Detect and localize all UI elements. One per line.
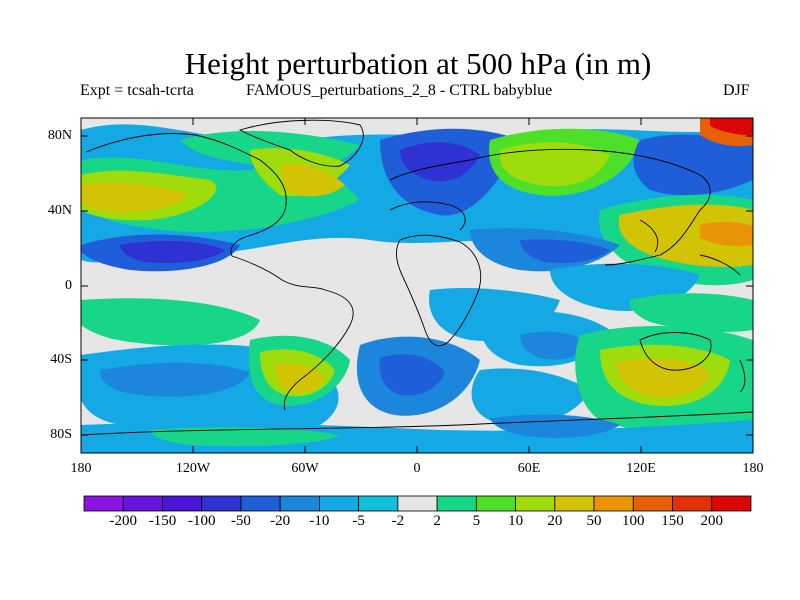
colorbar-swatch: [593, 495, 634, 512]
colorbar-tick-label: 5: [472, 513, 481, 529]
lon-label-120w: 120W: [175, 461, 211, 476]
colorbar-tick-label: -200: [109, 513, 137, 529]
colorbar-tick-label: 10: [508, 513, 524, 529]
colorbar-swatch: [279, 495, 320, 512]
colorbar-swatch: [632, 495, 673, 512]
lat-label-80s: 80S: [50, 427, 72, 442]
colorbar-tick-label: -150: [148, 513, 177, 529]
lat-label-40s: 40S: [50, 352, 72, 367]
colorbar-tick-label: -10: [309, 513, 330, 529]
lon-label-180w: 180: [70, 461, 92, 476]
colorbar-tick-label: -100: [187, 513, 216, 529]
colorbar-tick-label: -20: [270, 513, 291, 529]
colorbar-swatch: [475, 495, 516, 512]
lat-label-0: 0: [65, 278, 72, 293]
colorbar-swatch: [397, 495, 438, 512]
colorbar-tick-label: -5: [352, 513, 365, 529]
lon-label-60w: 60W: [291, 461, 319, 476]
coastlines: [81, 119, 753, 436]
colorbar-swatch: [240, 495, 281, 512]
lon-label-120e: 120E: [626, 461, 656, 476]
colorbar-tick-label: -50: [230, 513, 251, 529]
lon-ticks: [192, 118, 642, 453]
colorbar-tick-label: 100: [622, 513, 645, 529]
lon-label-180e: 180: [742, 461, 764, 476]
colorbar-swatch: [162, 495, 203, 512]
colorbar-swatch: [319, 495, 360, 512]
colorbar-swatch: [515, 495, 556, 512]
lat-ticks: [81, 135, 753, 436]
colorbar-tick-label: 20: [547, 513, 563, 529]
colorbar-swatch: [436, 495, 477, 512]
colorbar-tick-label: 150: [661, 513, 684, 529]
colorbar-swatch: [711, 495, 752, 512]
lat-label-80n: 80N: [47, 128, 72, 143]
colorbar-tick-label: 2: [433, 513, 441, 529]
lon-label-0: 0: [413, 461, 421, 476]
contour-field: [81, 118, 753, 453]
colorbar-swatch: [201, 495, 242, 512]
lat-label-40n: 40N: [47, 203, 72, 218]
colorbar-swatch: [358, 495, 399, 512]
colorbar-tick-label: 200: [700, 513, 724, 529]
colorbar-tick-label: 50: [586, 513, 602, 529]
colorbar-swatch: [554, 495, 595, 512]
colorbar-swatch: [672, 495, 713, 512]
colorbar-swatch: [122, 495, 163, 512]
plot-title: Height perturbation at 500 hPa (in m): [184, 46, 652, 81]
colorbar-swatch: [83, 495, 124, 512]
experiment-label: Expt = tcsah-tcrta: [80, 82, 194, 99]
model-label: FAMOUS_perturbations_2_8 - CTRL babyblue: [246, 82, 553, 99]
lon-label-60e: 60E: [517, 461, 541, 476]
season-label: DJF: [723, 82, 750, 99]
colorbar-tick-label: -2: [391, 513, 405, 529]
